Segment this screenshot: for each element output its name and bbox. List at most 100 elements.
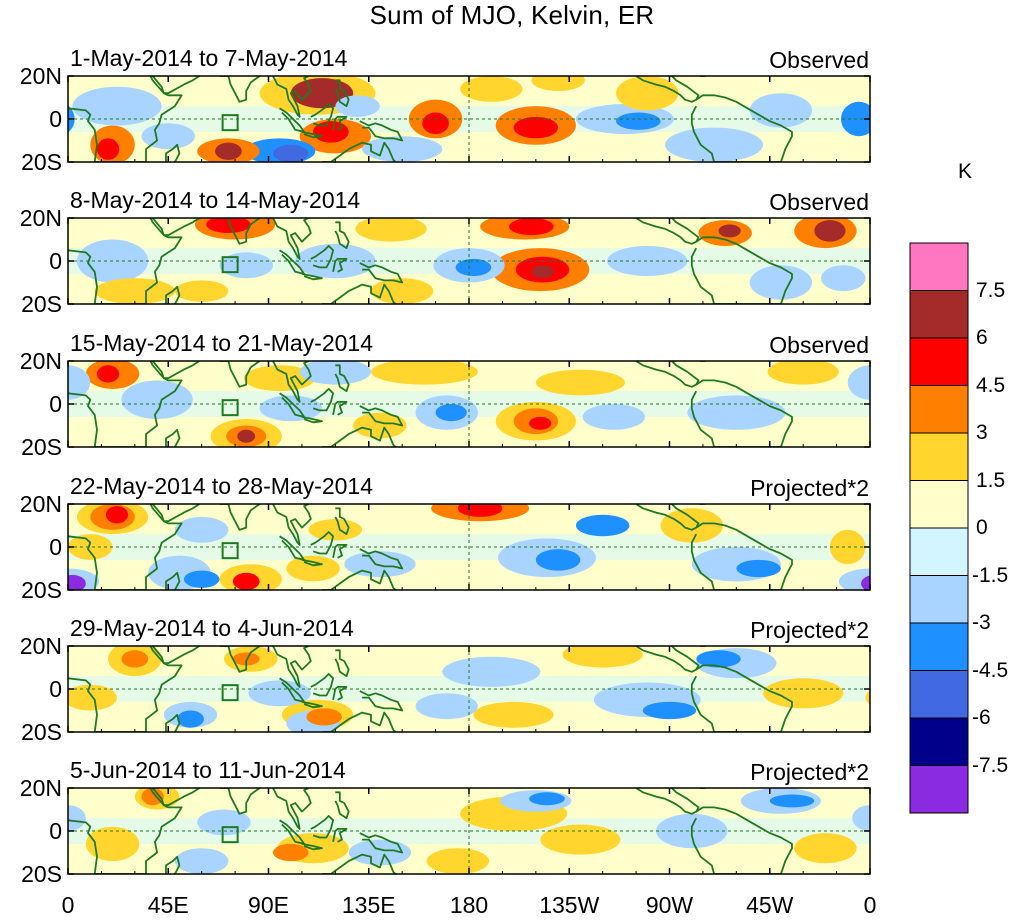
coastline	[279, 107, 306, 133]
lon-tick-label: 135E	[341, 892, 396, 918]
anomaly-contour	[852, 805, 870, 831]
map-panel-5	[68, 646, 870, 732]
anomaly-contour	[422, 112, 449, 135]
panel-status-label: Observed	[769, 332, 869, 358]
colorbar-tick-label: -4.5	[972, 658, 1009, 682]
anomaly-contour	[96, 365, 120, 383]
anomaly-contour	[370, 361, 478, 385]
lon-tick-label: 180	[449, 892, 489, 918]
coastline	[301, 843, 323, 851]
anomaly-contour	[335, 95, 380, 117]
lat-tick-label: 0	[49, 676, 62, 702]
coastline	[690, 664, 793, 732]
anomaly-contour	[749, 265, 813, 300]
coastline	[301, 131, 323, 139]
anomaly-contour	[299, 361, 371, 385]
anomaly-contour	[531, 76, 585, 92]
anomaly-contour	[718, 224, 741, 238]
coastline	[334, 791, 350, 819]
coastline	[322, 853, 397, 874]
anomaly-contour	[513, 116, 559, 139]
coastline	[272, 218, 312, 260]
anomaly-contour	[874, 87, 963, 126]
colorbar-swatch	[909, 242, 969, 291]
lat-tick-label: 0	[49, 106, 62, 132]
colorbar-swatch	[909, 290, 969, 339]
anomaly-contour	[313, 121, 349, 143]
colorbar-swatch	[909, 575, 969, 624]
anomaly-contour	[370, 278, 434, 304]
anomaly-contour	[105, 506, 129, 524]
anomaly-contour	[121, 650, 149, 668]
island-box-marker	[221, 399, 239, 417]
anomaly-contour	[616, 112, 661, 130]
island-box-marker	[221, 256, 239, 274]
anomaly-contour	[68, 534, 113, 560]
lon-tick-label: 45W	[746, 892, 794, 918]
lat-tick-label: 20N	[19, 63, 62, 89]
lon-tick-label: 90E	[248, 892, 289, 918]
colorbar-swatch	[909, 765, 969, 814]
coastline	[165, 713, 181, 732]
coastline	[68, 361, 183, 447]
anomaly-contour	[944, 123, 997, 149]
colorbar-tick-label: -6	[972, 706, 991, 729]
panel-status-label: Projected*2	[750, 475, 869, 501]
colorbar-swatch	[909, 527, 969, 576]
coastline	[68, 504, 183, 590]
anomaly-contour	[562, 646, 643, 668]
anomaly-contour	[272, 843, 309, 862]
coastline	[152, 504, 200, 523]
anomaly-contour	[442, 656, 541, 687]
anomaly-contour	[362, 136, 443, 162]
lat-tick-label: 20N	[19, 633, 62, 659]
anomaly-contour	[899, 138, 921, 160]
anomaly-contour	[72, 86, 162, 126]
coastline	[152, 76, 200, 95]
coastline	[165, 428, 181, 447]
anomaly-contour	[215, 142, 242, 160]
anomaly-contour	[174, 848, 229, 874]
lat-tick-label: 20S	[21, 291, 62, 317]
coastline	[332, 115, 348, 131]
lon-tick-label: 0	[863, 892, 877, 918]
coastline	[334, 649, 350, 677]
lon-tick-label: 45E	[147, 892, 189, 918]
anomaly-contour	[687, 395, 786, 430]
coastline	[334, 221, 350, 250]
lon-tick-label: 0	[61, 892, 75, 918]
anomaly-contour	[435, 404, 467, 422]
coastline	[310, 244, 335, 269]
anomaly-contour	[426, 848, 490, 874]
anomaly-contour	[607, 245, 688, 277]
colorbar-tick-label: 4.5	[976, 373, 1006, 397]
anomaly-contour	[977, 848, 1024, 874]
lat-tick-label: 20S	[21, 577, 62, 603]
anomaly-contour	[206, 218, 251, 234]
panel-status-label: Observed	[769, 189, 869, 215]
anomaly-contour	[888, 827, 941, 861]
panel-date-range: 1-May-2014 to 7-May-2014	[70, 45, 348, 71]
colorbar-swatch	[909, 480, 969, 529]
coastline	[635, 361, 700, 388]
anomaly-contour	[94, 278, 175, 304]
map-panel-1	[68, 76, 997, 162]
coastline	[334, 364, 350, 393]
lat-tick-label: 20N	[19, 775, 62, 801]
anomaly-contour	[243, 365, 316, 392]
coastline	[68, 788, 183, 874]
coastline	[152, 646, 200, 665]
colorbar-swatch	[909, 385, 969, 434]
colorbar-swatch	[909, 337, 969, 386]
colorbar-tick-label: 0	[976, 516, 988, 539]
coastline	[219, 218, 261, 245]
colorbar-tick-label: 3	[976, 421, 988, 444]
anomaly-contour	[1013, 419, 1024, 453]
coastline	[272, 361, 312, 403]
anomaly-contour	[769, 794, 815, 808]
colorbar-swatch	[909, 622, 969, 671]
anomaly-contour	[767, 361, 839, 385]
anomaly-contour	[540, 824, 621, 855]
anomaly-contour	[174, 516, 229, 543]
